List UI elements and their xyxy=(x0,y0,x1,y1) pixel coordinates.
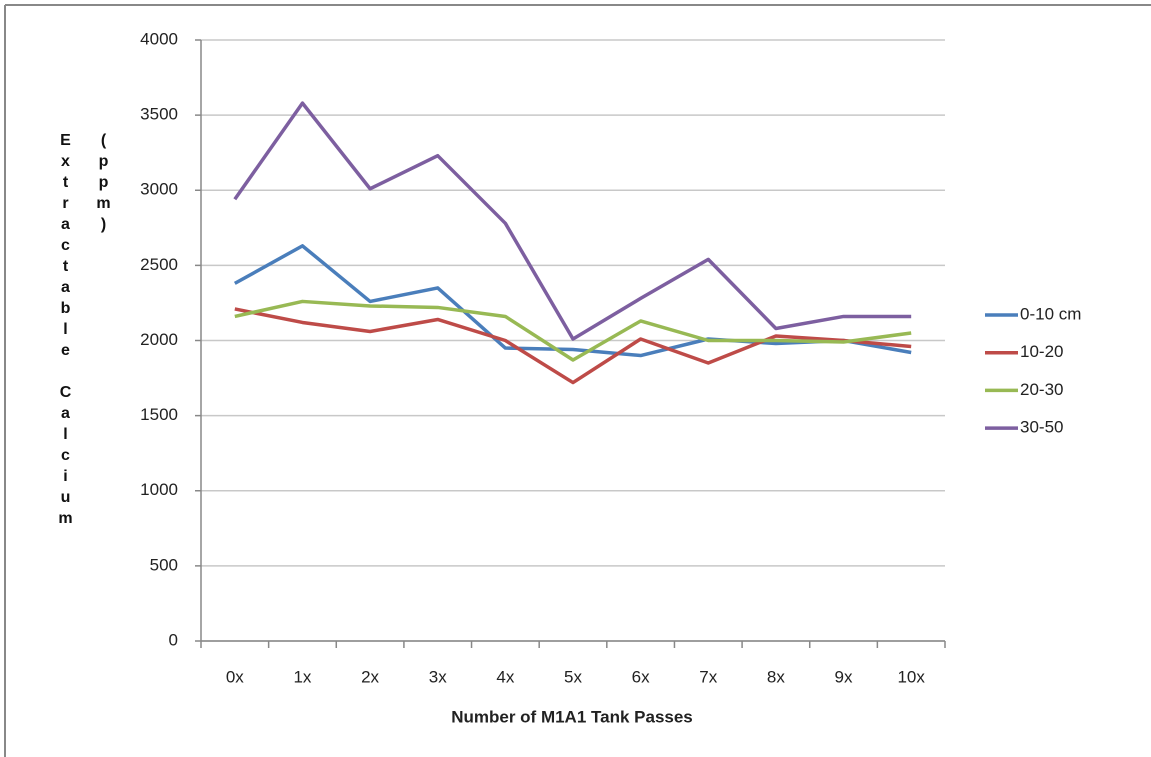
series-line xyxy=(234,307,912,385)
y-tick-label: 3500 xyxy=(140,105,178,124)
x-tick-label: 0x xyxy=(226,667,244,686)
legend-label: 30-50 xyxy=(1020,418,1063,437)
x-tick-label: 1x xyxy=(293,667,311,686)
y-tick-label: 1500 xyxy=(140,405,178,424)
x-tick-label: 3x xyxy=(429,667,447,686)
x-tick-label: 9x xyxy=(835,667,853,686)
legend-label: 20-30 xyxy=(1020,380,1063,399)
x-tick-label: 5x xyxy=(564,667,582,686)
series-line xyxy=(234,299,912,362)
x-tick-label: 8x xyxy=(767,667,785,686)
legend-label: 10-20 xyxy=(1020,342,1063,361)
series-line xyxy=(233,101,912,341)
x-tick-label: 10x xyxy=(897,667,925,686)
legend-label: 0-10 cm xyxy=(1020,304,1081,323)
y-axis-title: Extractable Calcium (ppm) xyxy=(57,132,112,531)
y-tick-label: 0 xyxy=(169,630,178,649)
y-tick-label: 4000 xyxy=(140,29,178,48)
x-axis-title: Number of M1A1 Tank Passes xyxy=(451,707,693,726)
y-tick-label: 2500 xyxy=(140,255,178,274)
y-tick-label: 2000 xyxy=(140,330,178,349)
y-tick-label: 3000 xyxy=(140,180,178,199)
x-tick-label: 7x xyxy=(699,667,717,686)
y-tick-label: 500 xyxy=(150,555,178,574)
x-tick-label: 4x xyxy=(496,667,514,686)
y-tick-label: 1000 xyxy=(140,480,178,499)
x-tick-label: 2x xyxy=(361,667,379,686)
x-tick-label: 6x xyxy=(632,667,650,686)
